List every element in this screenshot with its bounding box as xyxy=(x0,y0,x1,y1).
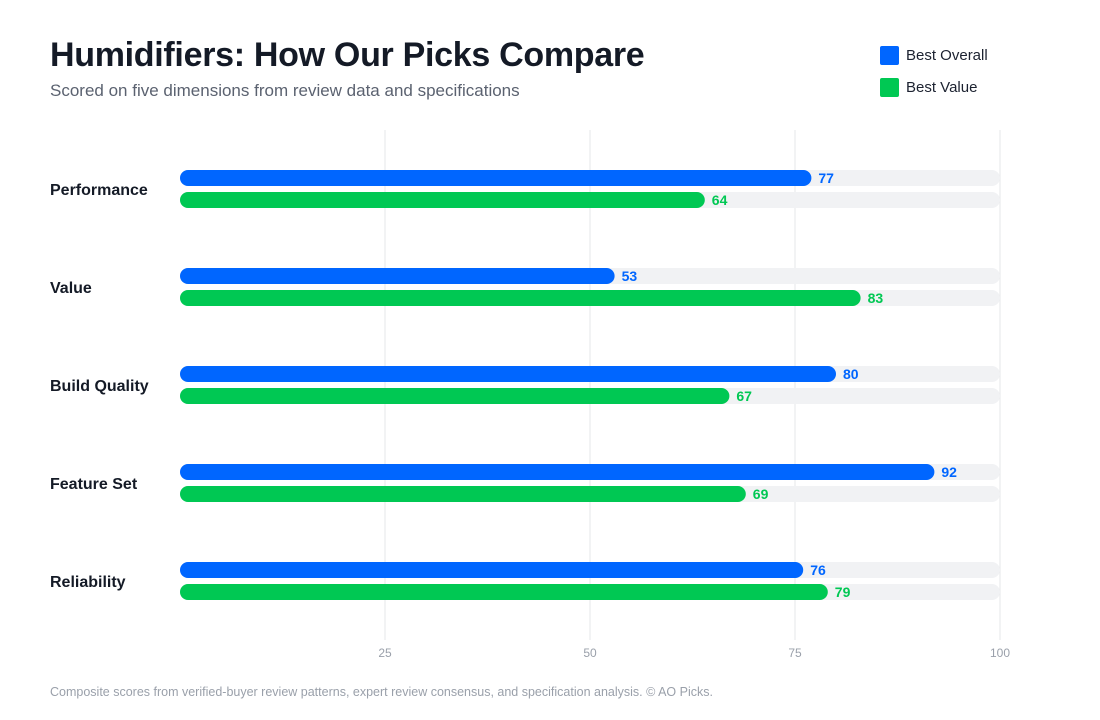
legend-item-best-overall: Best Overall xyxy=(880,45,988,65)
data-label-reliability-best-overall: 76 xyxy=(810,562,826,578)
data-label-performance-best-value: 64 xyxy=(712,192,728,208)
x-tick-label-100: 100 xyxy=(990,646,1010,660)
data-label-performance-best-overall: 77 xyxy=(818,170,834,186)
category-label-feature-set: Feature Set xyxy=(50,476,138,493)
category-label-reliability: Reliability xyxy=(50,574,126,591)
bar-feature-set-best-overall xyxy=(180,464,935,480)
bar-value-best-overall xyxy=(180,268,615,284)
data-label-feature-set-best-value: 69 xyxy=(753,486,769,502)
legend-item-best-value: Best Value xyxy=(880,77,988,97)
bar-reliability-best-value xyxy=(180,584,828,600)
bar-build-quality-best-overall xyxy=(180,366,836,382)
data-label-value-best-overall: 53 xyxy=(622,268,638,284)
bar-build-quality-best-value xyxy=(180,388,730,404)
bar-performance-best-value xyxy=(180,192,705,208)
bar-performance-best-overall xyxy=(180,170,812,186)
chart-subtitle: Scored on five dimensions from review da… xyxy=(50,81,520,100)
legend-label-best-overall: Best Overall xyxy=(906,46,988,64)
legend-swatch-best-overall xyxy=(880,45,899,65)
data-label-feature-set-best-overall: 92 xyxy=(941,464,957,480)
x-tick-label-75: 75 xyxy=(788,646,802,660)
category-label-performance: Performance xyxy=(50,182,148,199)
data-label-value-best-value: 83 xyxy=(868,290,884,306)
footer-note: Composite scores from verified-buyer rev… xyxy=(50,685,713,699)
data-label-build-quality-best-value: 67 xyxy=(736,388,752,404)
chart-title: Humidifiers: How Our Picks Compare xyxy=(50,36,645,74)
data-label-build-quality-best-overall: 80 xyxy=(843,366,859,382)
data-label-reliability-best-value: 79 xyxy=(835,584,851,600)
category-label-value: Value xyxy=(50,280,92,297)
bar-value-best-value xyxy=(180,290,861,306)
bar-feature-set-best-value xyxy=(180,486,746,502)
category-label-build-quality: Build Quality xyxy=(50,378,149,395)
x-tick-label-25: 25 xyxy=(378,646,392,660)
legend: Best Overall Best Value xyxy=(880,45,988,109)
legend-label-best-value: Best Value xyxy=(906,78,978,96)
x-tick-label-50: 50 xyxy=(583,646,597,660)
bar-reliability-best-overall xyxy=(180,562,804,578)
legend-swatch-best-value xyxy=(880,77,899,97)
